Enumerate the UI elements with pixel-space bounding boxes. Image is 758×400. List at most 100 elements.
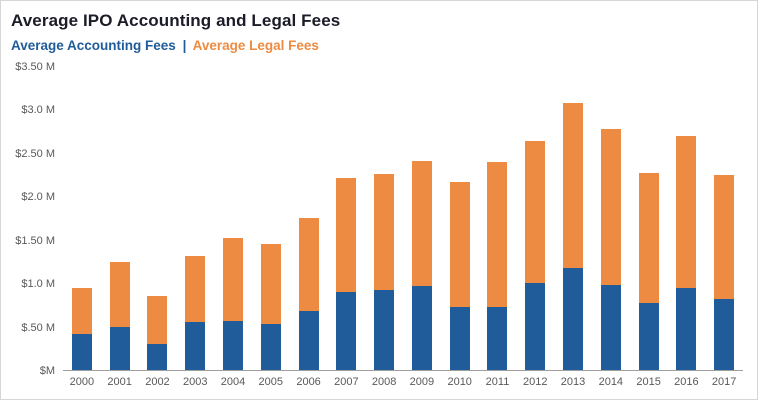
legal-fees-segment <box>109 261 130 327</box>
stacked-bar-2001 <box>109 67 130 370</box>
accounting-fees-segment <box>109 326 130 370</box>
x-tick-label-2004: 2004 <box>220 376 246 388</box>
bar-group-2011 <box>479 67 517 370</box>
x-tick-label-2016: 2016 <box>674 376 699 388</box>
plot-area <box>63 67 743 371</box>
accounting-fees-segment <box>223 320 244 370</box>
legal-fees-segment <box>185 255 206 323</box>
stacked-bar-2013 <box>563 67 584 370</box>
stacked-bar-2017 <box>714 67 735 370</box>
x-tick-label-2011: 2011 <box>485 376 510 388</box>
y-tick-label: $3.0 M <box>21 104 55 117</box>
legal-fees-segment <box>260 243 281 325</box>
stacked-bar-2005 <box>260 67 281 370</box>
x-tick-label-2002: 2002 <box>145 376 170 388</box>
x-tick-label-2000: 2000 <box>69 376 95 388</box>
accounting-fees-segment <box>147 344 168 370</box>
y-tick-label: $2.0 M <box>21 191 55 204</box>
legal-fees-segment <box>714 175 735 300</box>
stacked-bar-2010 <box>449 67 470 370</box>
bar-group-2013 <box>554 67 592 370</box>
stacked-bar-2016 <box>676 67 697 370</box>
stacked-bar-2004 <box>223 67 244 370</box>
stacked-bar-2012 <box>525 67 546 370</box>
bar-group-2007 <box>327 67 365 370</box>
bar-group-2016 <box>668 67 706 370</box>
y-tick-label: $1.50 M <box>15 234 55 247</box>
x-tick-label-2006: 2006 <box>296 376 321 388</box>
bar-group-2008 <box>365 67 403 370</box>
bar-group-2010 <box>441 67 479 370</box>
x-tick-label-2009: 2009 <box>409 376 435 388</box>
y-tick-label: $.50 M <box>21 321 55 334</box>
x-tick-label-2001: 2001 <box>107 376 132 388</box>
stacked-bar-2002 <box>147 67 168 370</box>
legal-fees-segment <box>449 182 470 307</box>
x-tick-label-2008: 2008 <box>371 376 397 388</box>
x-tick-label-2013: 2013 <box>560 376 586 388</box>
accounting-fees-segment <box>411 286 432 370</box>
accounting-fees-segment <box>374 290 395 370</box>
y-tick-label: $3.50 M <box>15 61 55 73</box>
chart-legend: Average Accounting Fees | Average Legal … <box>11 38 743 53</box>
legend-accounting-fees: Average Accounting Fees <box>11 38 176 53</box>
bar-group-2001 <box>101 67 139 370</box>
bar-group-2005 <box>252 67 290 370</box>
x-tick-label-2010: 2010 <box>447 376 472 388</box>
stacked-bar-2015 <box>638 67 659 370</box>
stacked-bar-2000 <box>71 67 92 370</box>
accounting-fees-segment <box>185 322 206 370</box>
legend-legal-fees: Average Legal Fees <box>192 38 319 53</box>
bar-group-2015 <box>630 67 668 370</box>
y-tick-label: $M <box>39 365 55 377</box>
x-tick-label-2012: 2012 <box>523 376 548 388</box>
legal-fees-segment <box>638 172 659 304</box>
stacked-bar-2011 <box>487 67 508 370</box>
bar-group-2012 <box>516 67 554 370</box>
x-tick-label-2003: 2003 <box>182 376 208 388</box>
stacked-bar-2008 <box>374 67 395 370</box>
x-tick-label-2007: 2007 <box>334 376 359 388</box>
accounting-fees-segment <box>600 285 621 370</box>
legal-fees-segment <box>487 162 508 307</box>
legend-separator: | <box>182 38 187 53</box>
accounting-fees-segment <box>487 306 508 370</box>
y-tick-label: $2.50 M <box>15 147 55 160</box>
legal-fees-segment <box>411 160 432 287</box>
x-tick-label-2005: 2005 <box>258 376 284 388</box>
legal-fees-segment <box>600 129 621 286</box>
stacked-bar-2014 <box>600 67 621 370</box>
chart-body: $3.50 M $3.0 M $2.50 M $2.0 M $1.50 M $1.0 M $… <box>11 61 743 377</box>
bar-group-2003 <box>176 67 214 370</box>
x-tick-label-2014: 2014 <box>598 376 624 388</box>
stacked-bar-2006 <box>298 67 319 370</box>
bar-group-2006 <box>290 67 328 370</box>
legal-fees-segment <box>676 136 697 288</box>
x-tick-label-2017: 2017 <box>711 376 737 388</box>
stacked-bar-2007 <box>336 67 357 370</box>
bar-group-2000 <box>63 67 101 370</box>
accounting-fees-segment <box>71 333 92 370</box>
accounting-fees-segment <box>676 287 697 370</box>
chart-title: Average IPO Accounting and Legal Fees <box>11 11 341 30</box>
legal-fees-segment <box>71 287 92 334</box>
y-axis: $3.50 M $3.0 M $2.50 M $2.0 M $1.50 M $1.0 M $… <box>11 61 63 377</box>
legal-fees-segment <box>525 140 546 284</box>
legal-fees-segment <box>223 237 244 321</box>
x-axis: 2000 2001 2002 2003 2004 2005 2006 2007 2008 2009… <box>63 371 743 393</box>
accounting-fees-segment <box>449 306 470 370</box>
accounting-fees-segment <box>260 324 281 370</box>
accounting-fees-segment <box>714 299 735 370</box>
accounting-fees-segment <box>336 292 357 370</box>
stacked-bar-2009 <box>411 67 432 370</box>
bar-group-2002 <box>139 67 177 370</box>
accounting-fees-segment <box>563 267 584 370</box>
x-tick-label-2015: 2015 <box>636 376 661 388</box>
accounting-fees-segment <box>298 311 319 370</box>
legal-fees-segment <box>563 103 584 268</box>
legal-fees-segment <box>298 217 319 312</box>
stacked-bar-2003 <box>185 67 206 370</box>
bar-group-2017 <box>705 67 743 370</box>
y-tick-label: $1.0 M <box>21 278 55 291</box>
